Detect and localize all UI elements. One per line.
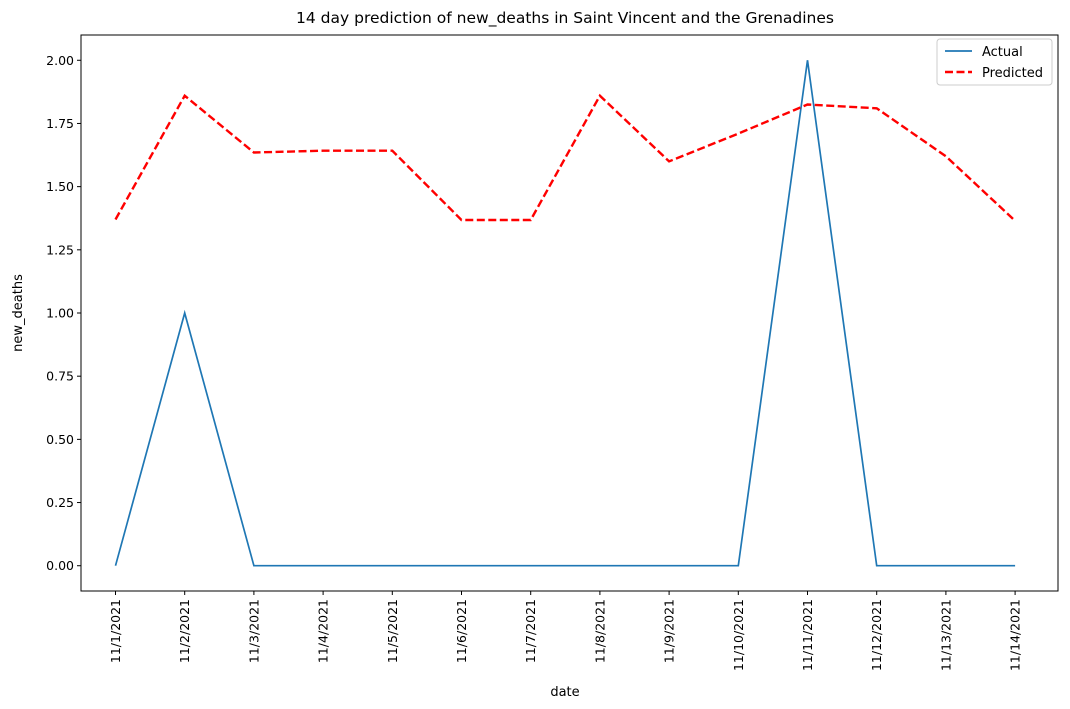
y-tick-label: 1.50 <box>46 179 74 194</box>
y-tick-label: 2.00 <box>46 53 74 68</box>
legend-label-predicted: Predicted <box>982 66 1043 81</box>
x-tick-label: 11/1/2021 <box>108 599 123 663</box>
series-line-predicted <box>114 93 1016 222</box>
chart-title: 14 day prediction of new_deaths in Saint… <box>296 9 834 28</box>
y-tick-label: 0.00 <box>46 558 74 573</box>
legend-label-actual: Actual <box>982 45 1023 60</box>
plot-area <box>80 34 1059 592</box>
y-axis: 0.00 0.25 0.50 0.75 1.00 1.25 1.50 1.75 2.00 <box>46 53 81 573</box>
x-axis-label: date <box>550 685 579 700</box>
x-tick-label: 11/4/2021 <box>316 599 331 663</box>
series-group <box>114 60 1016 567</box>
y-tick-label: 0.25 <box>46 495 74 510</box>
y-tick-label: 1.75 <box>46 116 74 131</box>
y-tick-label: 1.25 <box>46 242 74 257</box>
x-tick-label: 11/6/2021 <box>454 599 469 663</box>
y-tick-label: 0.50 <box>46 432 74 447</box>
x-tick-label: 11/7/2021 <box>523 599 538 663</box>
y-tick-label: 1.00 <box>46 306 74 321</box>
x-tick-label: 11/9/2021 <box>662 599 677 663</box>
x-tick-label: 11/14/2021 <box>1008 599 1023 671</box>
x-tick-label: 11/8/2021 <box>592 599 607 663</box>
x-tick-label: 11/10/2021 <box>731 599 746 671</box>
y-tick-label: 0.75 <box>46 369 74 384</box>
y-axis-label: new_deaths <box>11 274 26 352</box>
x-tick-label: 11/2/2021 <box>177 599 192 663</box>
x-tick-label: 11/13/2021 <box>938 599 953 671</box>
x-tick-label: 11/5/2021 <box>385 599 400 663</box>
series-line-actual <box>114 60 1016 567</box>
x-axis: 11/1/2021 11/2/2021 11/3/2021 11/4/2021 11/5… <box>108 591 1023 671</box>
x-tick-label: 11/12/2021 <box>869 599 884 671</box>
x-tick-label: 11/3/2021 <box>246 599 261 663</box>
legend: Actual Predicted <box>936 38 1053 86</box>
x-tick-label: 11/11/2021 <box>800 599 815 671</box>
